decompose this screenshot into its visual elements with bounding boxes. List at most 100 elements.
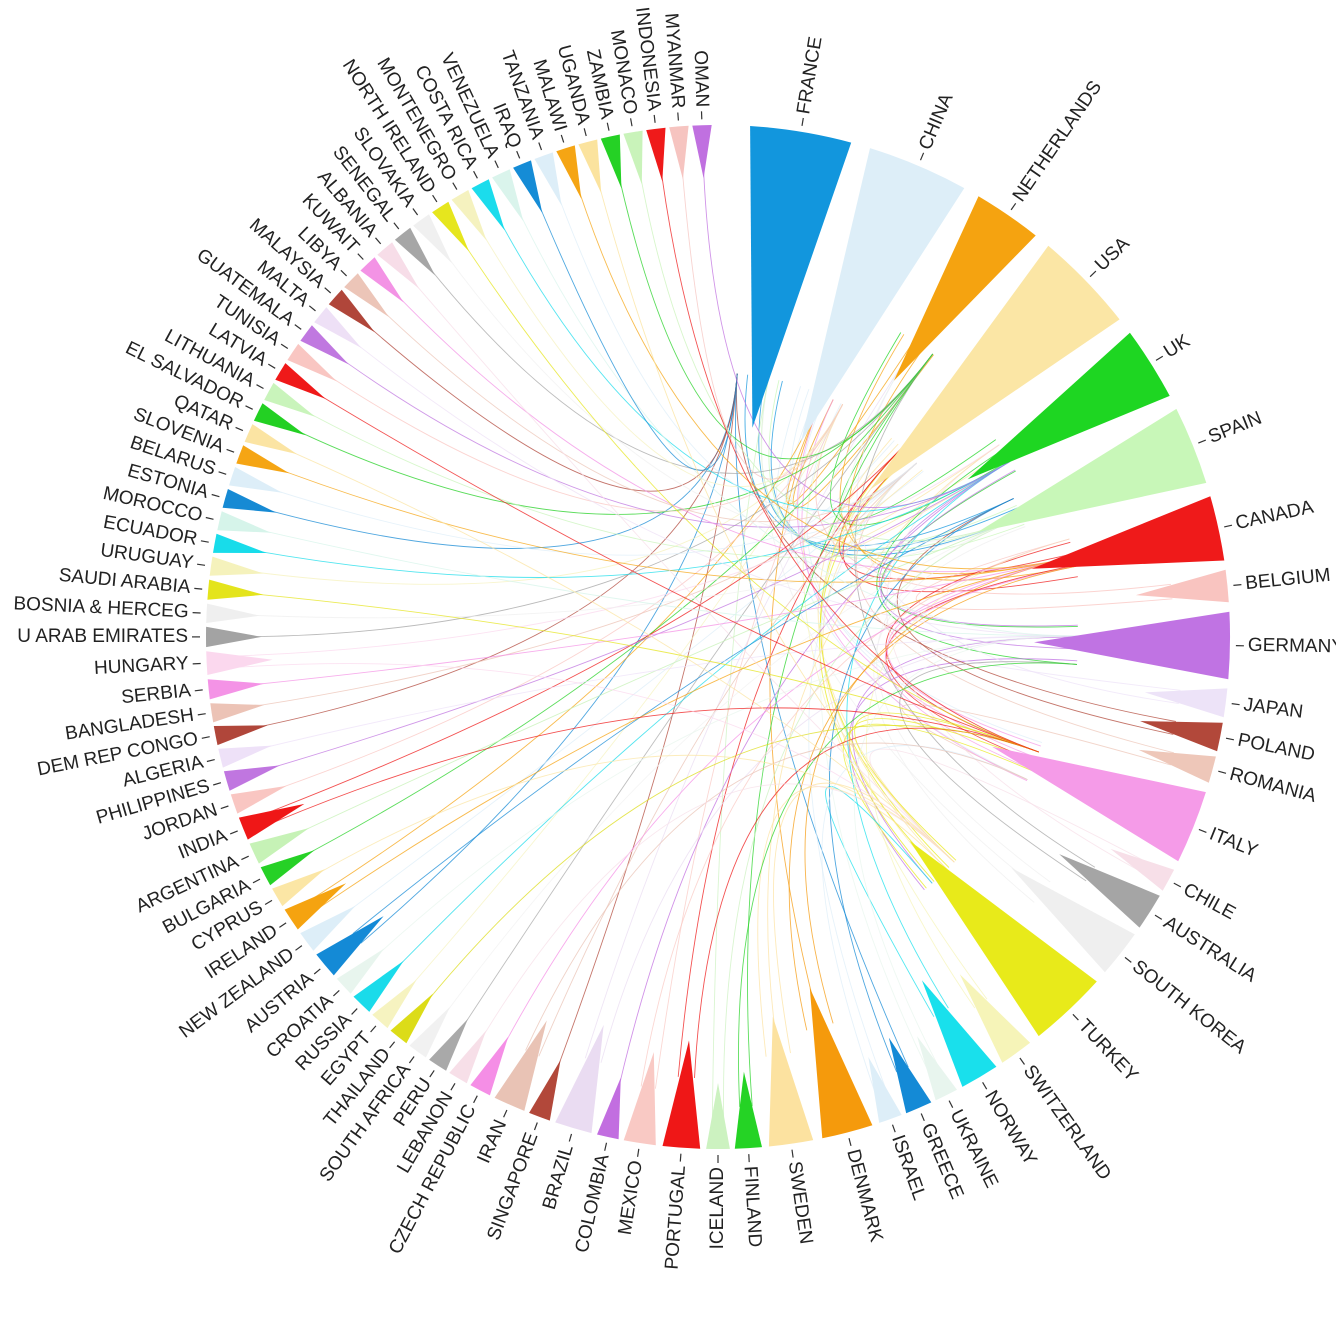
country-label: JAPAN bbox=[1242, 694, 1304, 723]
country-sector bbox=[601, 135, 622, 189]
country-tick bbox=[212, 495, 220, 497]
country-label: SERBIA bbox=[120, 680, 192, 708]
country-label: SWEDEN bbox=[784, 1160, 817, 1246]
country-sector bbox=[624, 1052, 656, 1145]
country-sector bbox=[206, 604, 259, 623]
country-tick bbox=[605, 1143, 607, 1151]
chord-link bbox=[361, 374, 737, 944]
country-label: BELGIUM bbox=[1244, 565, 1331, 594]
country-sector bbox=[646, 128, 665, 182]
country-tick bbox=[268, 364, 275, 368]
country-tick bbox=[561, 135, 563, 143]
country-sector bbox=[870, 246, 1119, 490]
country-tick bbox=[195, 690, 203, 691]
country-tick bbox=[1199, 829, 1207, 832]
country-tick bbox=[296, 946, 302, 951]
country-tick bbox=[654, 115, 655, 123]
country-tick bbox=[495, 161, 498, 168]
country-sector bbox=[1139, 750, 1216, 783]
chord-link bbox=[271, 448, 902, 812]
country-label: ROMANIA bbox=[1227, 764, 1318, 807]
country-tick bbox=[358, 254, 364, 260]
country-tick bbox=[295, 325, 301, 330]
country-tick bbox=[1233, 585, 1241, 586]
country-tick bbox=[680, 1154, 681, 1162]
country-tick bbox=[433, 195, 437, 202]
country-tick bbox=[207, 760, 215, 762]
chord-link bbox=[641, 539, 1069, 1087]
country-tick bbox=[451, 1083, 455, 1090]
country-tick bbox=[1174, 883, 1181, 887]
country-label: ITALY bbox=[1206, 824, 1261, 862]
country-tick bbox=[631, 118, 632, 126]
country-tick bbox=[201, 541, 209, 542]
country-sector bbox=[597, 1078, 621, 1140]
country-sector bbox=[213, 534, 267, 553]
country-sector bbox=[218, 746, 272, 768]
country-tick bbox=[219, 472, 227, 475]
country-tick bbox=[983, 1082, 987, 1089]
country-tick bbox=[394, 223, 399, 229]
country-label: SWITZERLAND bbox=[1019, 1061, 1115, 1184]
country-label: IRAN bbox=[473, 1117, 511, 1167]
country-tick bbox=[638, 1149, 639, 1157]
country-tick bbox=[194, 588, 202, 589]
country-label: FRANCE bbox=[793, 35, 826, 115]
country-sector bbox=[556, 145, 581, 198]
country-label: SPAIN bbox=[1205, 408, 1264, 448]
country-label: CHILE bbox=[1180, 879, 1239, 924]
country-tick bbox=[802, 118, 803, 126]
country-sectors bbox=[206, 125, 1230, 1149]
country-tick bbox=[376, 238, 381, 244]
country-tick bbox=[453, 183, 457, 190]
country-tick bbox=[279, 923, 286, 928]
country-tick bbox=[246, 406, 253, 410]
chord-link bbox=[258, 462, 1074, 583]
country-tick bbox=[221, 806, 229, 809]
country-label: MEXICO bbox=[615, 1159, 647, 1236]
country-label: BRAZIL bbox=[539, 1142, 578, 1212]
chord-link bbox=[655, 404, 842, 1088]
country-sector bbox=[1145, 688, 1228, 717]
country-tick bbox=[1125, 957, 1131, 962]
country-label: NETHERLANDS bbox=[1009, 77, 1106, 206]
chord-link bbox=[431, 517, 1022, 1033]
country-tick bbox=[849, 1138, 851, 1146]
chord-link bbox=[773, 783, 954, 1053]
country-tick bbox=[213, 783, 221, 785]
country-label: POLAND bbox=[1236, 730, 1317, 766]
country-label: MYANMAR bbox=[660, 12, 688, 109]
country-label: AUSTRALIA bbox=[1160, 912, 1261, 987]
country-sector bbox=[692, 125, 711, 178]
country-sector bbox=[210, 557, 264, 576]
country-tick bbox=[236, 427, 243, 430]
country-sector bbox=[623, 131, 642, 185]
country-label: COLOMBIA bbox=[572, 1152, 614, 1255]
country-label: UK bbox=[1160, 330, 1194, 362]
country-label: BOSNIA & HERCEG bbox=[13, 593, 189, 622]
country-tick bbox=[535, 1123, 538, 1131]
country-tick bbox=[517, 151, 520, 158]
country-tick bbox=[253, 879, 260, 883]
country-tick bbox=[352, 1009, 358, 1015]
country-sector bbox=[1140, 721, 1223, 751]
country-tick bbox=[257, 385, 264, 389]
country-tick bbox=[430, 1070, 434, 1077]
country-sector bbox=[1034, 612, 1230, 680]
country-tick bbox=[539, 143, 542, 151]
country-sector bbox=[208, 679, 264, 699]
country-label: CHINA bbox=[915, 90, 958, 153]
country-tick bbox=[409, 1057, 414, 1064]
country-label: GERMANY bbox=[1248, 635, 1336, 658]
country-tick bbox=[504, 1110, 507, 1117]
country-tick bbox=[325, 288, 331, 293]
country-label: HUNGARY bbox=[94, 653, 190, 679]
country-tick bbox=[1232, 704, 1240, 705]
country-tick bbox=[413, 209, 418, 216]
chord-link bbox=[398, 264, 955, 863]
country-tick bbox=[1156, 356, 1163, 360]
country-label: USA bbox=[1091, 233, 1134, 275]
country-tick bbox=[1226, 738, 1234, 740]
chord-link bbox=[255, 404, 843, 797]
